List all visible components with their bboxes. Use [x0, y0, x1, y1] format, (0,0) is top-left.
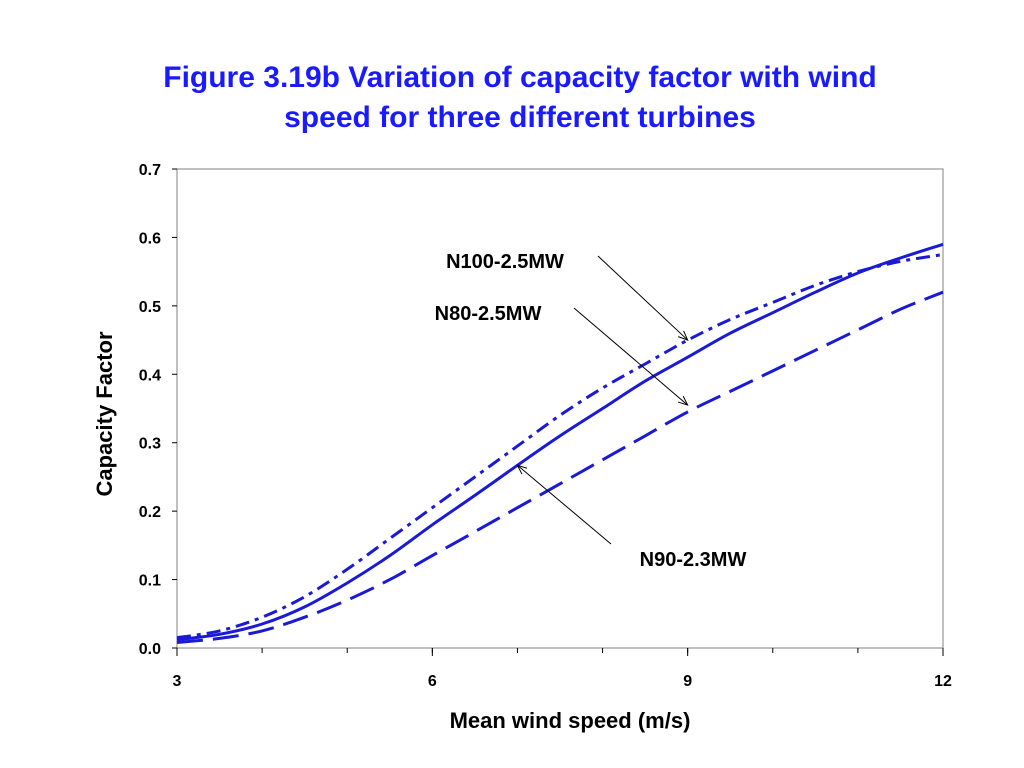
title-line-2: speed for three different turbines — [284, 101, 756, 134]
x-axis: 3 6 9 12 — [173, 648, 952, 690]
x-tick-label: 6 — [428, 673, 437, 690]
page-title: Figure 3.19b Variation of capacity facto… — [60, 58, 980, 138]
annotation-group: N100-2.5MW N80-2.5MW N90-2.3MW — [435, 251, 747, 571]
y-axis: 0.0 0.1 0.2 0.3 0.4 0.5 0.6 0.7 — [139, 162, 177, 658]
x-tick-label: 3 — [173, 673, 182, 690]
series-line-n90-2.3mw — [176, 290, 944, 644]
x-axis-label: Mean wind speed (m/s) — [450, 708, 691, 733]
y-tick-label: 0.0 — [139, 641, 161, 658]
title-line-1: Figure 3.19b Variation of capacity facto… — [163, 61, 877, 94]
annotation-arrowhead — [678, 330, 689, 341]
series-group — [176, 242, 944, 644]
annotation-arrow-line — [573, 307, 688, 406]
y-tick-label: 0.7 — [139, 162, 161, 179]
y-tick-label: 0.6 — [139, 230, 161, 247]
plot-area — [176, 168, 944, 649]
y-tick-label: 0.5 — [139, 299, 161, 316]
y-tick-label: 0.2 — [139, 504, 161, 521]
annotation-label-n80-2.5mw: N80-2.5MW — [435, 303, 542, 325]
x-tick-label: 12 — [934, 673, 952, 690]
annotation-arrowhead — [516, 464, 528, 475]
annotation-label-n100-2.5mw: N100-2.5MW — [446, 251, 564, 273]
annotation-arrow-line — [517, 464, 612, 545]
y-tick-label: 0.4 — [139, 367, 161, 384]
y-axis-label: Capacity Factor — [92, 331, 117, 496]
x-tick-label: 9 — [683, 673, 692, 690]
y-tick-label: 0.1 — [139, 573, 161, 590]
y-tick-label: 0.3 — [139, 436, 161, 453]
series-line-n80-2.5mw — [176, 242, 944, 642]
annotation-arrow-line — [597, 255, 689, 341]
annotation-label-n90-2.3mw: N90-2.3MW — [640, 549, 747, 571]
annotation-arrowhead — [677, 395, 689, 406]
